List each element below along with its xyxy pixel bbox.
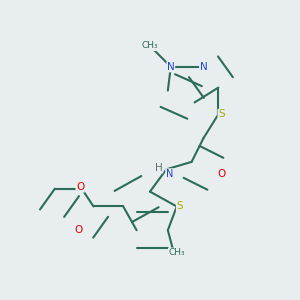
Text: CH₃: CH₃ xyxy=(142,41,158,50)
Text: N: N xyxy=(200,62,207,72)
Text: N: N xyxy=(167,62,175,72)
Text: S: S xyxy=(176,202,183,212)
Text: O: O xyxy=(76,182,84,192)
Text: H: H xyxy=(155,163,163,173)
Text: O: O xyxy=(74,225,83,235)
Text: CH₃: CH₃ xyxy=(168,248,185,257)
Text: O: O xyxy=(217,169,226,179)
Text: S: S xyxy=(218,109,225,119)
Text: N: N xyxy=(166,169,173,179)
